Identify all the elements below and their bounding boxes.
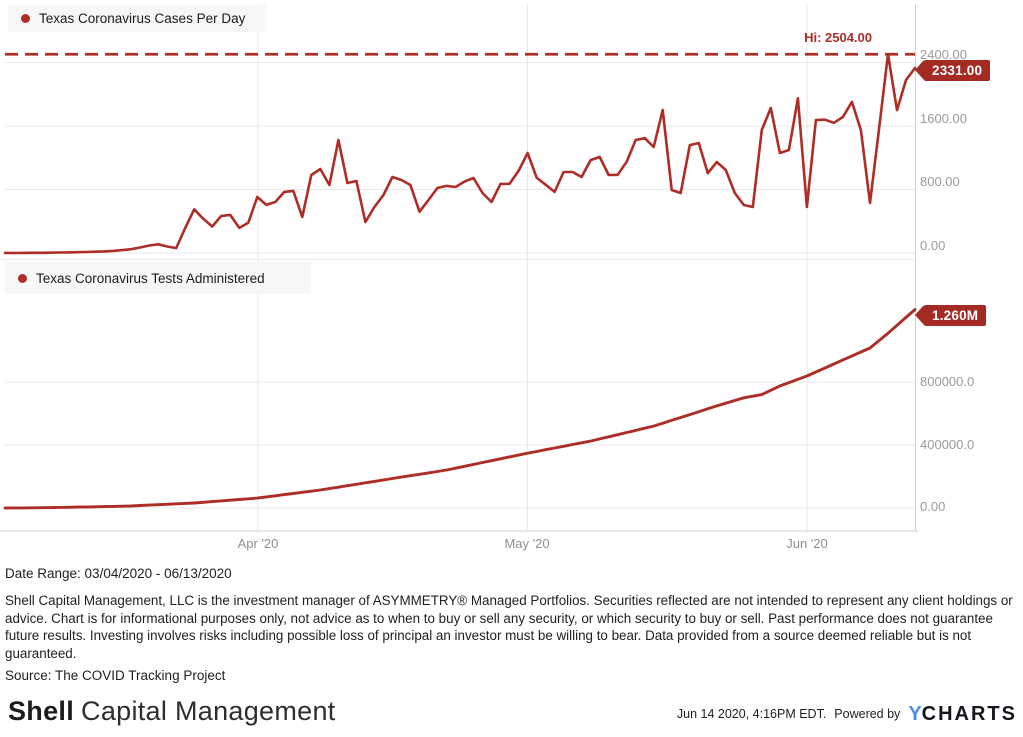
ycharts-y-icon: Y: [908, 703, 922, 725]
legend-tests: Texas Coronavirus Tests Administered: [5, 262, 311, 294]
y-tick-cases: 800.00: [920, 174, 960, 189]
ycharts-logo: YCHARTS: [908, 703, 1017, 725]
badge-arrow-icon: [915, 305, 924, 325]
y-tick-cases: 2400.00: [920, 47, 967, 62]
powered-by-text: Powered by: [834, 707, 901, 721]
timestamp-text: Jun 14 2020, 4:16PM EDT.: [676, 707, 827, 721]
x-tick-apr: Apr '20: [237, 536, 279, 551]
series-dot-icon: [21, 14, 30, 23]
disclaimer-text: Shell Capital Management, LLC is the inv…: [5, 593, 1013, 661]
y-tick-cases: 0.00: [920, 238, 946, 253]
series-dot-icon: [18, 273, 27, 283]
y-tick-tests: 0.00: [920, 499, 946, 514]
legend-cases: Texas Coronavirus Cases Per Day: [8, 5, 266, 32]
legend-cases-label: Texas Coronavirus Cases Per Day: [39, 11, 246, 26]
last-value-badge-cases: 2331.00: [915, 60, 991, 81]
chart-canvas: [0, 4, 918, 532]
timestamp-row: Jun 14 2020, 4:16PM EDT. Powered by YCHA…: [677, 703, 1017, 725]
last-value-tests: 1.260M: [932, 308, 979, 323]
y-tick-tests: 400000.0: [920, 437, 975, 452]
last-value-cases: 2331.00: [932, 63, 983, 78]
badge-arrow-icon: [915, 60, 924, 80]
date-range-text: Date Range: 03/04/2020 - 06/13/2020: [5, 566, 232, 581]
y-tick-cases: 1600.00: [920, 111, 967, 126]
x-tick-jun: Jun '20: [786, 536, 828, 551]
logo-bold-text: Shell: [8, 696, 75, 726]
legend-tests-label: Texas Coronavirus Tests Administered: [36, 270, 265, 286]
high-value-annotation: Hi: 2504.00: [804, 30, 872, 45]
last-value-badge-tests: 1.260M: [915, 305, 987, 326]
logo-rest-text: Capital Management: [81, 696, 336, 726]
x-tick-may: May '20: [504, 536, 550, 551]
source-text: Source: The COVID Tracking Project: [5, 668, 226, 683]
y-tick-tests: 800000.0: [920, 374, 975, 389]
shell-capital-logo: Shell Capital Management: [8, 696, 336, 727]
ycharts-wordmark: CHARTS: [921, 703, 1017, 725]
